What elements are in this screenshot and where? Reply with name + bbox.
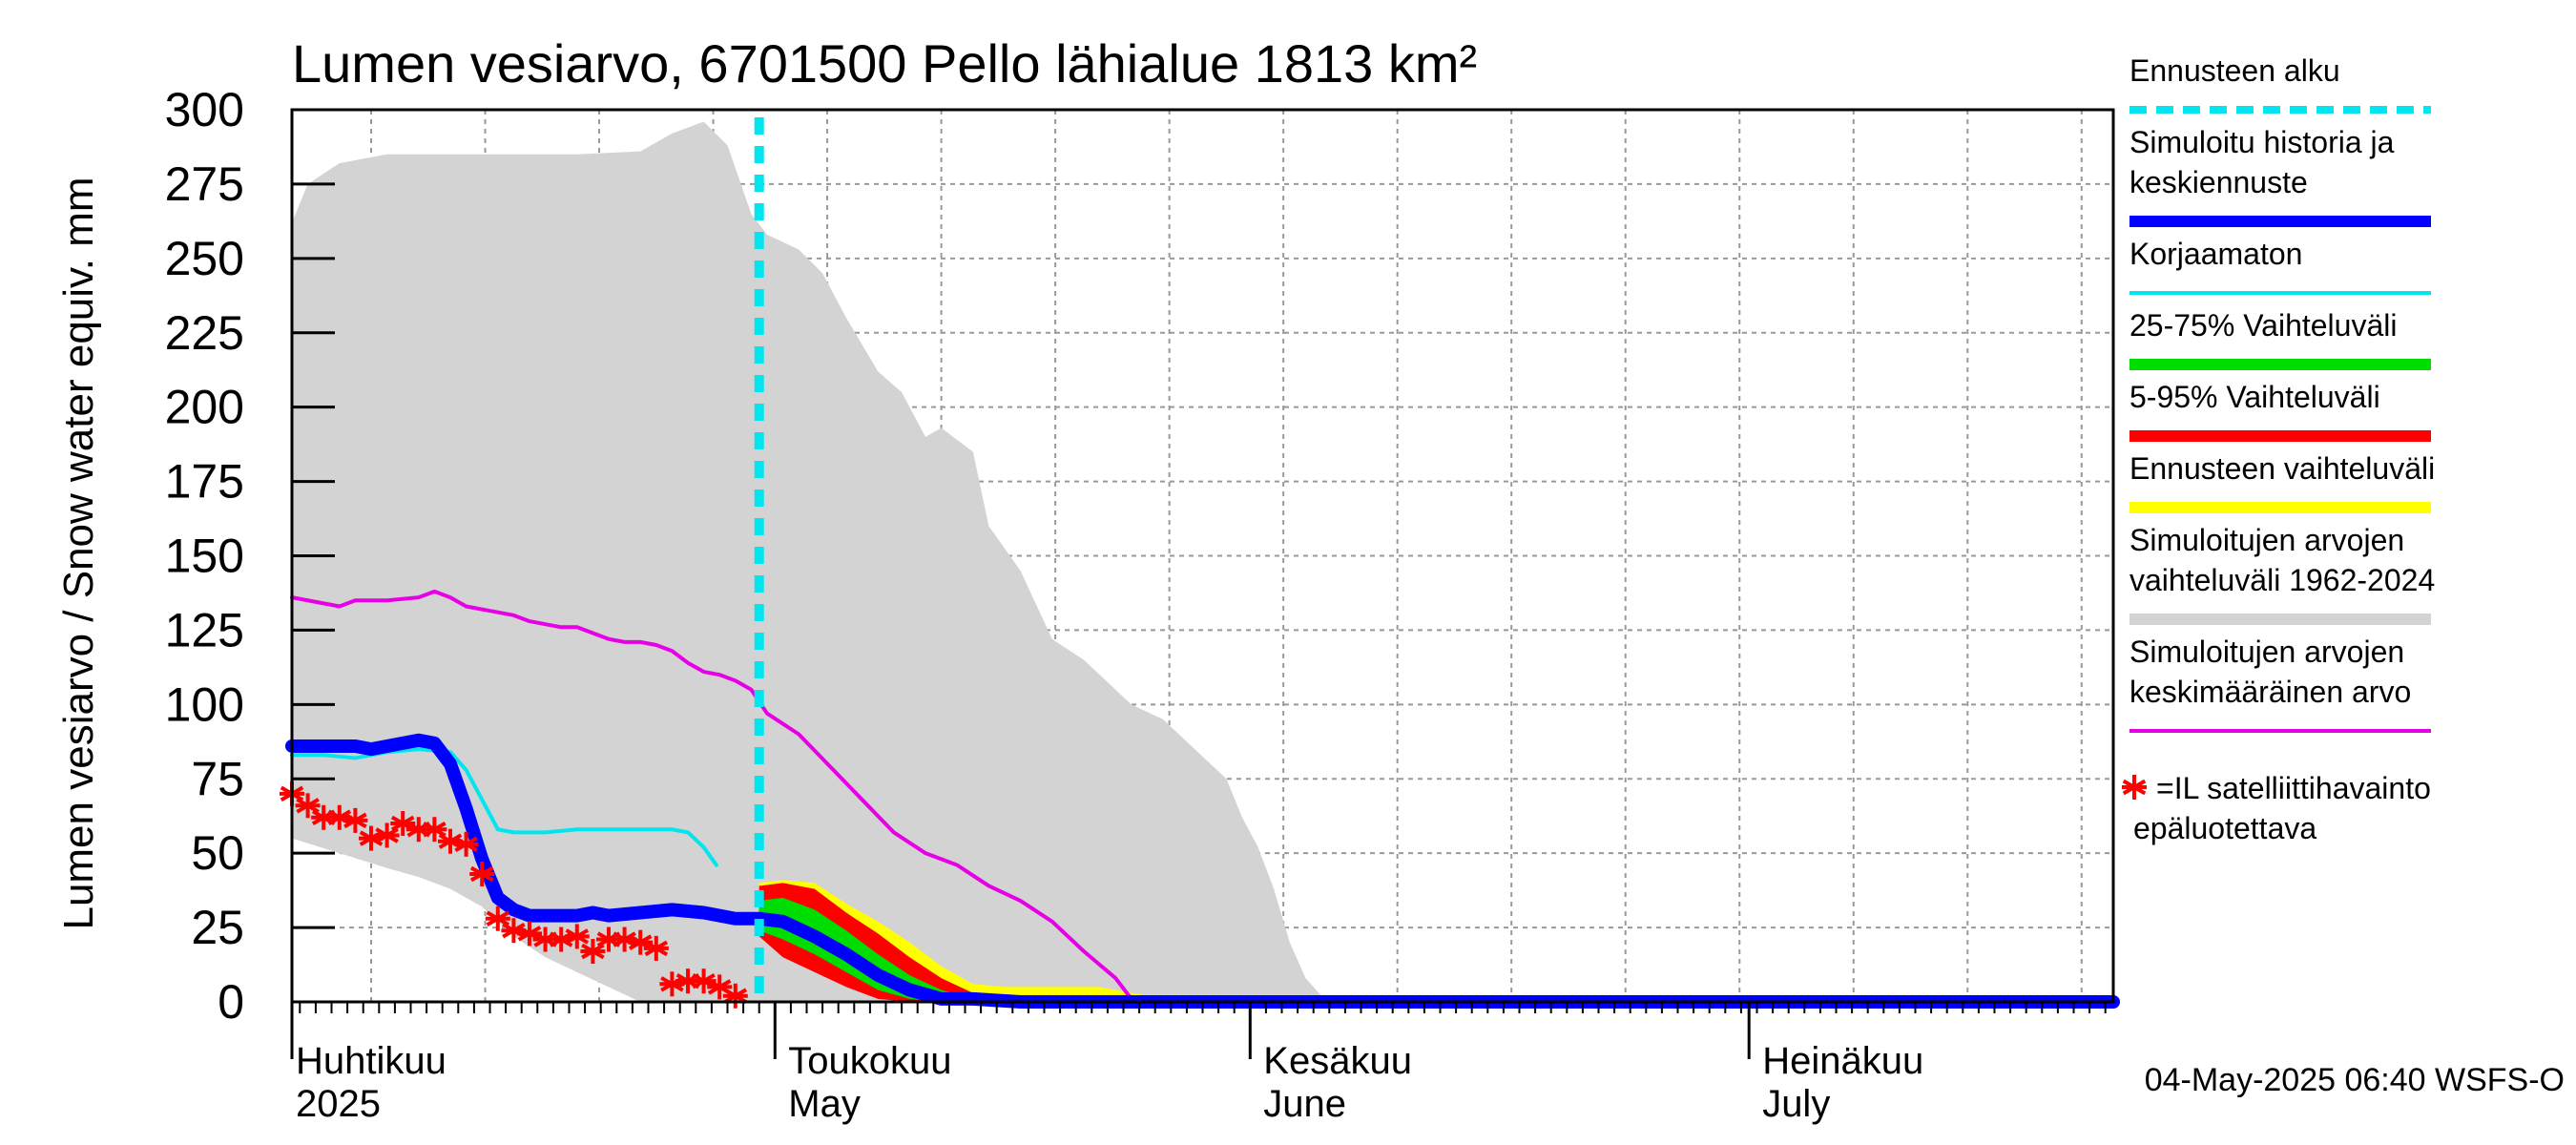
y-tick-label: 275 [165,157,244,211]
legend-label: vaihteluväli 1962-2024 [2129,563,2435,597]
observation-marker [374,822,400,848]
y-tick-label: 225 [165,306,244,360]
legend-label: epäluotettava [2133,811,2316,845]
series-line [285,733,2120,1009]
x-month-label: Huhtikuu [296,1040,447,1082]
y-tick-label: 50 [191,826,244,880]
x-month-sublabel: May [788,1083,861,1125]
x-month-sublabel: June [1263,1083,1346,1125]
y-axis-label: Lumen vesiarvo / Snow water equiv. mm [55,177,102,929]
chart-legend: Ennusteen alku Simuloitu historia ja keski… [2122,53,2435,845]
observation-marker [707,974,733,1000]
chart-axes: 0 25 50 75 100 125 150 175 200 225 250 275 300 Huhtik… [165,83,2115,1125]
x-month-label: Heinäkuu [1762,1040,1923,1082]
chart-lines [285,117,2120,1009]
legend-label: 5-95% Vaihteluväli [2129,380,2380,414]
x-month-sublabel: July [1762,1083,1830,1125]
observation-marker [485,906,510,931]
legend-label: 25-75% Vaihteluväli [2129,308,2397,343]
observation-marker [643,935,669,961]
y-tick-label: 100 [165,677,244,731]
chart-title: Lumen vesiarvo, 6701500 Pello lähialue 1… [292,33,1477,94]
observation-marker [390,811,416,836]
legend-label: Simuloitu historia ja [2129,125,2395,159]
legend-label: Simuloitujen arvojen [2129,523,2404,557]
y-tick-label: 200 [165,381,244,434]
x-month-label: Toukokuu [788,1040,951,1082]
observation-marker [343,807,368,833]
observation-marker [469,861,495,886]
observation-marker [722,983,748,1009]
observation-marker [453,831,479,857]
legend-label: keskiennuste [2129,165,2308,199]
legend-label: Korjaamaton [2129,237,2302,271]
y-tick-label: 300 [165,83,244,136]
x-month-label: Kesäkuu [1263,1040,1412,1082]
band-3 [758,897,1005,1002]
observation-marker [2122,775,2147,800]
chart-observations [280,781,748,1009]
y-tick-label: 0 [218,975,244,1029]
y-tick-label: 25 [191,901,244,954]
y-tick-label: 175 [165,455,244,509]
observation-marker [564,924,590,949]
band-2 [758,883,1037,1002]
legend-label: Ennusteen alku [2129,53,2340,88]
y-tick-label: 125 [165,603,244,656]
y-tick-label: 75 [191,752,244,805]
y-tick-label: 150 [165,530,244,583]
timestamp: 04-May-2025 06:40 WSFS-O [2145,1062,2565,1098]
band-0 [292,121,2113,1002]
legend-label: =IL satelliittihavainto [2156,771,2431,805]
observation-marker [295,793,321,819]
observation-marker [580,939,606,965]
observation-marker [422,817,447,843]
series-line [290,589,2115,1001]
legend-label: keskimääräinen arvo [2129,675,2411,709]
legend-label: Simuloitujen arvojen [2129,635,2404,669]
x-month-sublabel: 2025 [296,1083,381,1125]
legend-label: Ennusteen vaihteluväli [2129,451,2435,486]
y-tick-label: 250 [165,232,244,285]
